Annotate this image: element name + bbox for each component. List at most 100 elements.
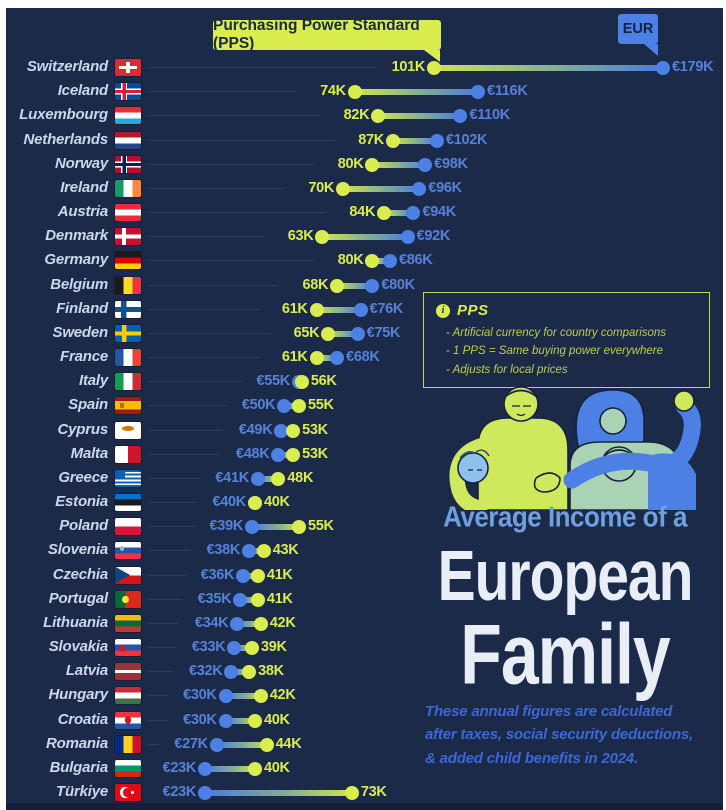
eur-value: €30K <box>183 687 217 704</box>
row-leader-line <box>148 91 297 93</box>
country-row: Latvia 38K €32K <box>0 660 726 684</box>
eur-dot <box>471 85 486 100</box>
country-label: Slovakia <box>48 638 108 655</box>
pps-info-bullet: - Adjusts for local prices <box>446 363 568 376</box>
pps-value: 40K <box>263 494 290 510</box>
eur-value: €68K <box>346 349 380 365</box>
pps-value: 74K <box>320 83 346 100</box>
flag-emblem <box>124 716 132 724</box>
row-leader-line <box>148 357 259 358</box>
pps-info-bullet: - Artificial currency for country compar… <box>446 327 667 339</box>
country-label: Norway <box>55 154 108 172</box>
pps-dot <box>247 713 262 728</box>
eur-value: €98K <box>434 155 468 172</box>
pps-dot <box>347 85 362 100</box>
eur-dot <box>250 471 265 486</box>
row-leader-line <box>148 67 377 68</box>
country-row: Austria 84K €94K <box>0 201 726 225</box>
eur-dot <box>198 786 213 800</box>
country-row: Denmark 63K €92K <box>0 225 726 249</box>
dumbbell-connector <box>337 282 373 289</box>
footnote-line: & added child benefits in 2024. <box>425 749 639 767</box>
country-flag <box>115 518 141 536</box>
eur-dot <box>350 326 365 341</box>
country-row: Slovenia 43K €38K <box>0 539 726 563</box>
flag-emblem <box>115 469 126 480</box>
country-label: Lithuania <box>43 613 108 631</box>
country-label: Belgium <box>50 275 108 293</box>
country-row: Iceland 74K €116K <box>0 80 726 104</box>
pps-value: 56K <box>310 373 337 390</box>
eur-dot <box>224 665 239 680</box>
eur-value: €32K <box>188 663 223 680</box>
eur-value: €33K <box>191 639 226 655</box>
row-leader-line <box>148 163 315 165</box>
eur-dot <box>400 230 415 245</box>
country-label: Denmark <box>45 227 108 245</box>
eur-value: €55K <box>256 373 291 390</box>
pps-dot <box>291 520 306 535</box>
country-row: Finland 61K €76K <box>0 298 726 322</box>
pps-value: 42K <box>269 614 296 631</box>
country-row: Luxembourg 82K €110K <box>0 104 726 128</box>
footnote-line: These annual figures are calculated <box>425 703 673 720</box>
dumbbell-connector <box>252 524 299 531</box>
country-label: Italy <box>78 372 108 390</box>
row-leader-line <box>148 743 159 745</box>
country-label: Croatia <box>57 710 108 728</box>
country-label: Iceland <box>57 82 108 100</box>
dumbbell-connector <box>249 548 264 555</box>
dumbbell-connector <box>372 258 390 265</box>
flag-emblem <box>131 790 134 794</box>
eur-dot <box>209 737 224 752</box>
eur-dot <box>656 61 671 75</box>
dumbbell-connector <box>328 330 358 337</box>
country-label: Czechia <box>52 565 108 583</box>
eur-dot <box>330 351 345 365</box>
country-label: Estonia <box>55 493 108 510</box>
country-flag <box>115 397 141 415</box>
country-row: Slovakia 39K €33K <box>0 636 726 660</box>
pps-dot <box>247 761 262 776</box>
country-row: Romania 44K €27K <box>0 733 726 757</box>
country-row: Sweden 65K €75K <box>0 322 726 346</box>
country-flag <box>115 107 141 125</box>
pps-value: 40K <box>263 711 290 728</box>
eur-value: €30K <box>183 711 217 728</box>
pps-value: 44K <box>275 735 302 752</box>
country-flag <box>115 590 141 608</box>
eur-value: €50K <box>241 397 276 414</box>
pps-dot <box>286 423 301 438</box>
country-flag <box>115 639 141 656</box>
dumbbell-connector <box>372 161 426 168</box>
country-label: Ireland <box>60 178 108 196</box>
bottom-edge <box>6 803 723 810</box>
country-flag <box>115 324 141 342</box>
country-label: Cyprus <box>57 420 109 438</box>
pps-info-bullets: - Artificial currency for country compar… <box>436 324 697 379</box>
dumbbell-connector <box>343 185 420 192</box>
eur-dot <box>429 133 444 148</box>
country-row: Cyprus 53K €49K <box>0 419 726 443</box>
country-row: France 61K €68K <box>0 346 726 370</box>
pps-info-bullet: - 1 PPS = Same buying power everywhere <box>446 345 664 358</box>
pps-dot <box>286 447 301 462</box>
pps-dot <box>250 592 265 607</box>
country-row: Hungary 42K €30K <box>0 684 726 708</box>
pps-value: 38K <box>258 663 284 680</box>
title-line-small: Average Income of a <box>443 500 687 533</box>
country-row: Portugal 41K €35K <box>0 588 726 612</box>
row-leader-line <box>148 719 168 721</box>
country-row: Ireland 70K €96K <box>0 177 726 201</box>
country-flag <box>115 83 141 101</box>
country-row: Germany 80K €86K <box>0 249 726 273</box>
flag-emblem <box>122 595 129 603</box>
pps-value: 101K <box>391 59 426 75</box>
pps-info-box: i PPS - Artificial currency for country … <box>423 292 710 388</box>
row-leader-line <box>148 526 194 528</box>
eur-value: €94K <box>422 204 456 220</box>
country-label: Portugal <box>48 589 108 607</box>
pps-value: 82K <box>343 107 370 124</box>
row-leader-line <box>148 381 241 383</box>
row-leader-line <box>148 695 168 697</box>
